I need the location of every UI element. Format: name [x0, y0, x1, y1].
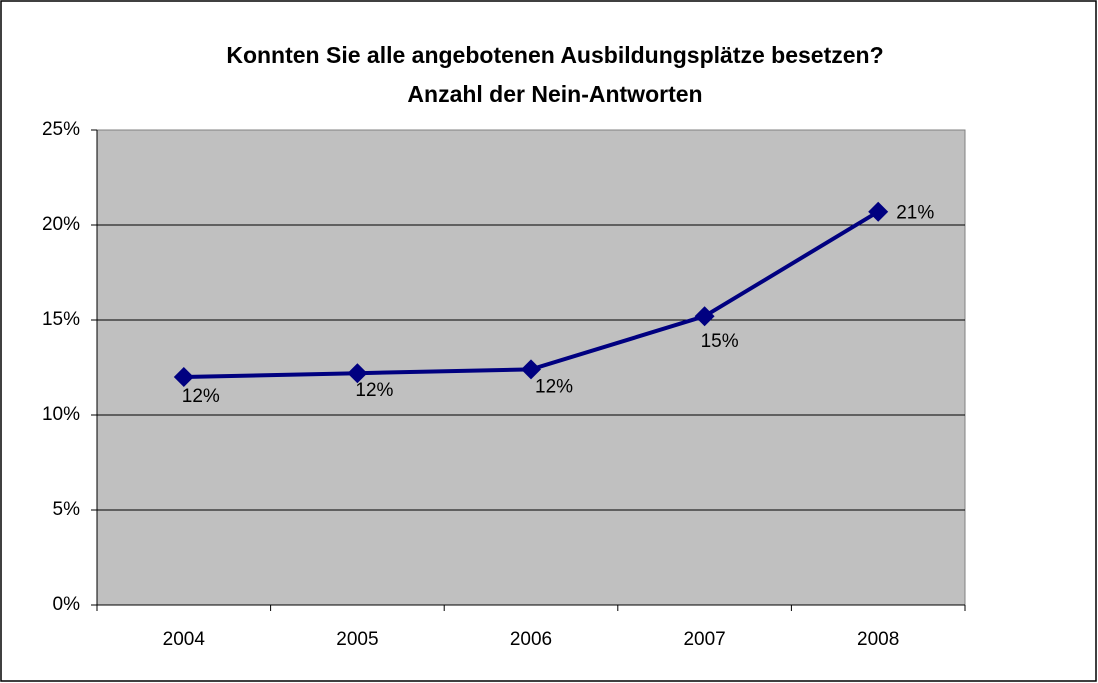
y-tick-label: 25%: [42, 119, 80, 140]
y-tick-label: 5%: [53, 499, 81, 520]
data-point: [694, 306, 715, 327]
y-tick-label: 15%: [42, 309, 80, 330]
data-label: 12%: [535, 376, 573, 397]
data-point: [173, 367, 194, 387]
x-tick-label: 2006: [510, 629, 552, 650]
data-label: 12%: [182, 386, 220, 407]
chart-title: Konnten Sie alle angebotenen Ausbildungs…: [226, 42, 883, 68]
x-tick-label: 2007: [683, 629, 725, 650]
data-label: 21%: [896, 203, 934, 224]
chart-title: Anzahl der Nein-Antworten: [407, 81, 702, 107]
data-point: [521, 359, 541, 380]
y-tick-label: 20%: [42, 214, 80, 235]
y-tick-label: 0%: [53, 594, 81, 615]
x-tick-label: 2005: [336, 629, 378, 650]
data-point: [868, 201, 889, 222]
x-tick-label: 2008: [857, 629, 899, 650]
data-point: [347, 363, 368, 384]
x-tick-label: 2004: [163, 629, 206, 650]
y-tick-label: 10%: [42, 404, 80, 425]
data-label: 12%: [355, 380, 393, 401]
data-label: 15%: [701, 331, 739, 352]
